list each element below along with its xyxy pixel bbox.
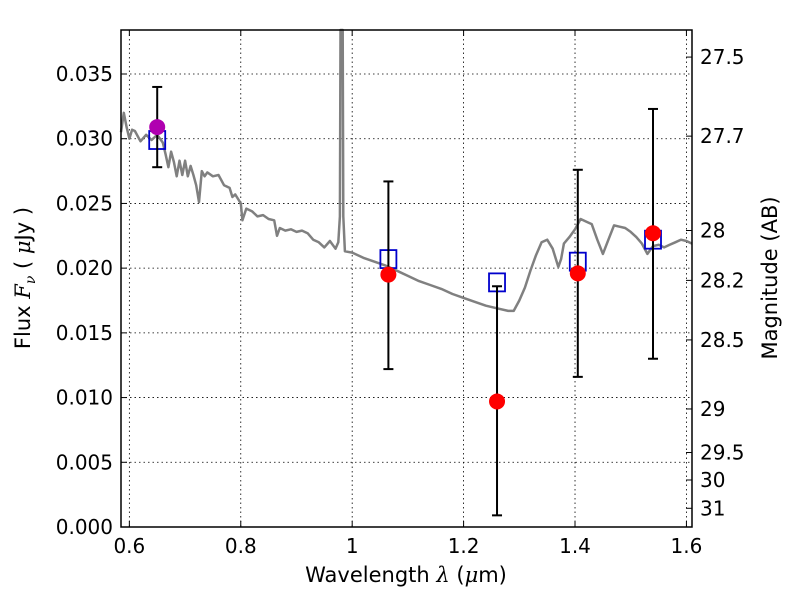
mag-tick-label: 28 [700, 218, 725, 242]
y-tick-label: 0.005 [56, 450, 113, 474]
mag-tick-label: 31 [700, 496, 725, 520]
y-tick-label: 0.025 [56, 191, 113, 215]
y-tick-label: 0.015 [56, 321, 113, 345]
y-tick-label: 0.030 [56, 127, 113, 151]
mag-tick-label: 30 [700, 468, 725, 492]
mag-tick-label: 28.5 [700, 328, 745, 352]
mag-tick-label: 29.5 [700, 441, 745, 465]
axis-ticks: 0.6 0.8 1 1.2 1.4 1.6 0.000 0.005 0.010 0.015 0.02… [56, 30, 745, 558]
observed-flux-point [645, 225, 662, 242]
x-tick-label: 1.4 [559, 534, 591, 558]
y-axis-label: Flux Fν ( μJy ) [11, 207, 39, 349]
x-axis-label: Wavelength λ (μm) [305, 563, 507, 587]
grid-lines [121, 30, 692, 528]
mag-tick-label: 29 [700, 397, 725, 421]
y-tick-label: 0.020 [56, 256, 113, 280]
x-tick-label: 0.6 [113, 534, 145, 558]
x-tick-label: 0.8 [225, 534, 257, 558]
observed-flux-point [569, 265, 586, 282]
y-tick-label: 0.000 [56, 515, 113, 539]
y-tick-label: 0.035 [56, 62, 113, 86]
x-tick-label: 1.6 [671, 534, 703, 558]
observed-flux-point [489, 393, 506, 410]
plot-frame [120, 29, 693, 528]
x-tick-label: 1.2 [448, 534, 480, 558]
mag-tick-label: 28.2 [700, 268, 745, 292]
x-tick-label: 1 [346, 534, 359, 558]
model-spectrum-line [119, 28, 693, 313]
y-tick-label: 0.010 [56, 386, 113, 410]
right-axis-label: Magnitude (AB) [758, 196, 782, 359]
observed-flux-point [149, 119, 166, 136]
mag-tick-label: 27.7 [700, 124, 745, 148]
data-series [119, 28, 693, 517]
mag-tick-label: 27.5 [700, 45, 745, 69]
observed-flux-point [380, 266, 397, 283]
